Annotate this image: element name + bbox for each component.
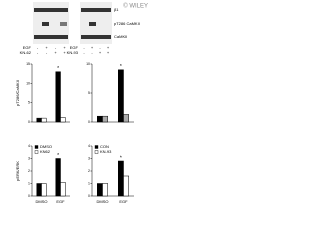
- y-tick-label: 10: [86, 62, 90, 66]
- bar: [60, 117, 66, 123]
- treatment-sign: +: [54, 50, 57, 55]
- bar: [60, 182, 66, 197]
- x-tick-label: EGF: [119, 199, 128, 204]
- y-tick-label: 0: [88, 120, 90, 124]
- legend-label: DMSO: [40, 144, 52, 149]
- bar: [123, 175, 129, 197]
- y-tick-label: 0: [88, 194, 90, 198]
- y-tick-label: 4: [88, 144, 90, 148]
- bar: [118, 160, 124, 197]
- treatment-sign: +: [107, 45, 110, 50]
- y-tick-label: 2: [88, 169, 90, 173]
- bar: [41, 183, 47, 197]
- treatment-sign: -: [83, 50, 85, 55]
- y-tick-label: 10: [26, 81, 30, 85]
- y-tick-label: 2: [28, 169, 30, 173]
- annotation: *: [57, 66, 59, 72]
- y-tick-label: 5: [28, 101, 30, 105]
- legend-swatch: [34, 150, 39, 154]
- bar: [36, 183, 42, 197]
- x-tick-label: EGF: [56, 199, 65, 204]
- y-tick-label: 0: [28, 194, 30, 198]
- treatment-label: KN-62: [20, 50, 32, 55]
- copyright: © WILEY: [123, 3, 148, 10]
- band: [34, 8, 68, 12]
- treatment-sign: +: [63, 45, 66, 50]
- treatment-sign: +: [107, 50, 110, 55]
- band: [60, 22, 67, 26]
- bar: [36, 117, 42, 123]
- legend-swatch: [94, 150, 99, 154]
- treatment-sign: -: [83, 45, 85, 50]
- annotation: *: [120, 155, 122, 161]
- band: [81, 35, 111, 39]
- treatment-sign: -: [46, 50, 48, 55]
- x-tick-label: DMSO: [36, 199, 48, 204]
- bar: [102, 115, 108, 123]
- y-tick-label: 1: [88, 181, 90, 185]
- band: [81, 8, 111, 12]
- y-tick-label: 5: [88, 91, 90, 95]
- legend-label: KN-93: [100, 149, 112, 154]
- bar: [55, 71, 61, 123]
- legend-swatch: [94, 145, 99, 149]
- bar: [41, 117, 47, 123]
- y-tick-label: 1: [28, 181, 30, 185]
- legend-swatch: [34, 145, 39, 149]
- blot-label: pT286 CaMKII: [114, 21, 140, 26]
- treatment-sign: -: [37, 50, 39, 55]
- treatment-sign: +: [45, 45, 48, 50]
- blot-label: β1: [114, 7, 119, 12]
- y-tick-label: 3: [28, 156, 30, 160]
- treatment-sign: -: [37, 45, 39, 50]
- bar: [97, 115, 103, 123]
- treatment-sign: -: [91, 50, 93, 55]
- band: [89, 22, 96, 26]
- bar: [55, 158, 61, 197]
- figure: © WILEY β1 pT286 CaMKII CaMKII EGF - + - +KN…: [15, 2, 148, 204]
- band: [34, 35, 68, 39]
- band: [42, 22, 49, 26]
- treatment-sign: +: [91, 45, 94, 50]
- y-tick-label: 4: [28, 144, 30, 148]
- legend-label: CON: [100, 144, 109, 149]
- treatment-sign: +: [99, 50, 102, 55]
- y-axis-label: pERK/ERK: [15, 161, 20, 181]
- treatment-sign: -: [99, 45, 101, 50]
- y-tick-label: 0: [28, 120, 30, 124]
- y-axis-label: pT286/CaMKII: [15, 80, 20, 106]
- treatment-sign: +: [63, 50, 66, 55]
- treatment-label: KN-93: [67, 50, 79, 55]
- bar: [118, 69, 124, 123]
- y-tick-label: 15: [26, 62, 30, 66]
- blot-label: CaMKII: [114, 34, 127, 39]
- treatment-sign: -: [55, 45, 57, 50]
- annotation: *: [120, 64, 122, 70]
- annotation: *: [57, 153, 59, 159]
- treatment-label: EGF: [70, 45, 79, 50]
- x-tick-label: DMSO: [97, 199, 109, 204]
- bar: [102, 183, 108, 197]
- bar: [123, 114, 129, 123]
- treatment-label: EGF: [23, 45, 32, 50]
- legend-label: KN62: [40, 149, 51, 154]
- blot: β1 pT286 CaMKII CaMKII: [33, 2, 140, 44]
- y-tick-label: 3: [88, 156, 90, 160]
- bar: [97, 183, 103, 197]
